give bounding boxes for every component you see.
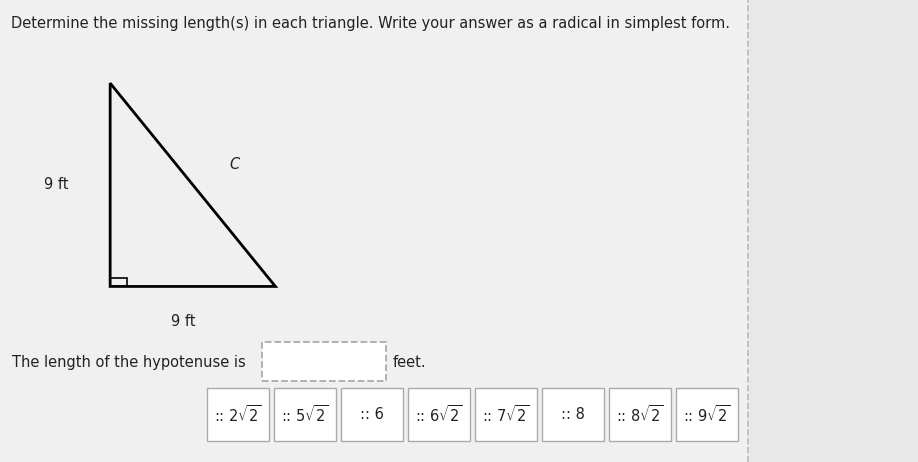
FancyBboxPatch shape xyxy=(542,388,604,441)
Text: :: 6$\sqrt{2}$: :: 6$\sqrt{2}$ xyxy=(415,404,463,425)
Text: The length of the hypotenuse is: The length of the hypotenuse is xyxy=(12,355,246,370)
Text: :: 9$\sqrt{2}$: :: 9$\sqrt{2}$ xyxy=(683,404,731,425)
FancyBboxPatch shape xyxy=(475,388,537,441)
FancyBboxPatch shape xyxy=(262,342,386,381)
Text: :: 7$\sqrt{2}$: :: 7$\sqrt{2}$ xyxy=(482,404,530,425)
Text: :: 5$\sqrt{2}$: :: 5$\sqrt{2}$ xyxy=(281,404,329,425)
FancyBboxPatch shape xyxy=(274,388,336,441)
Text: :: 8: :: 8 xyxy=(561,407,585,422)
FancyBboxPatch shape xyxy=(408,388,470,441)
Bar xyxy=(0,0,748,462)
Text: feet.: feet. xyxy=(393,355,427,370)
Text: :: 8$\sqrt{2}$: :: 8$\sqrt{2}$ xyxy=(616,404,664,425)
FancyBboxPatch shape xyxy=(609,388,671,441)
FancyBboxPatch shape xyxy=(676,388,738,441)
Text: C: C xyxy=(229,157,240,171)
Text: 9 ft: 9 ft xyxy=(44,177,69,192)
FancyBboxPatch shape xyxy=(207,388,269,441)
Text: 9 ft: 9 ft xyxy=(172,314,196,329)
Text: Determine the missing length(s) in each triangle. Write your answer as a radical: Determine the missing length(s) in each … xyxy=(11,16,730,31)
FancyBboxPatch shape xyxy=(341,388,403,441)
Text: :: 2$\sqrt{2}$: :: 2$\sqrt{2}$ xyxy=(214,404,262,425)
Text: :: 6: :: 6 xyxy=(360,407,384,422)
